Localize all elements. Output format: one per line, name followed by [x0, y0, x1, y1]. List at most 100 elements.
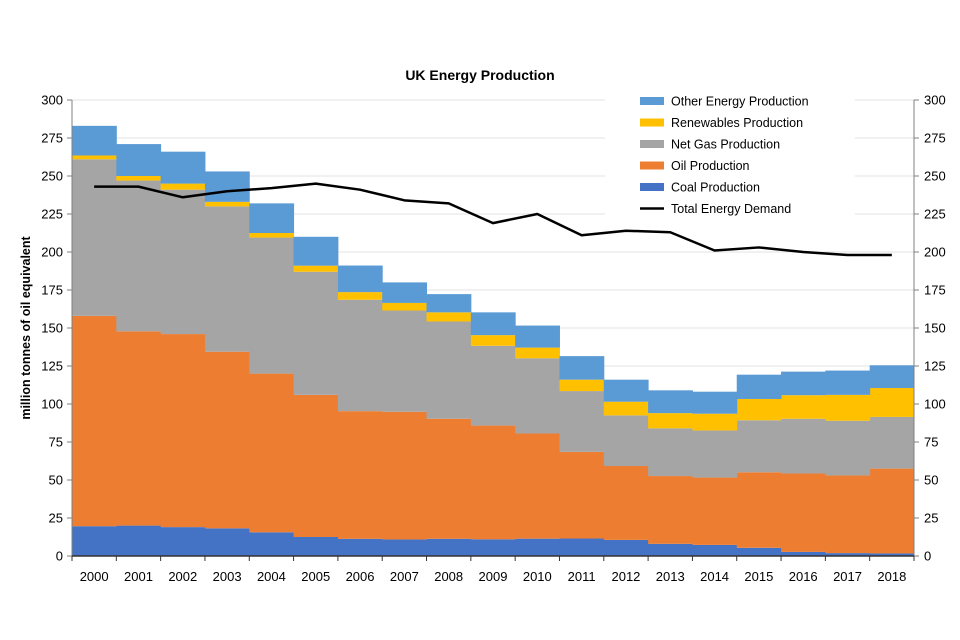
area-segment — [692, 477, 738, 545]
area-segment — [160, 183, 206, 190]
area-segment — [869, 365, 915, 389]
series-net-gas-production — [72, 159, 915, 478]
x-tick-label: 2010 — [523, 569, 552, 584]
y2-tick-label: 225 — [924, 207, 946, 222]
area-segment — [160, 334, 206, 528]
area-segment — [781, 473, 826, 552]
x-tick-label: 2005 — [301, 569, 330, 584]
area-segment — [559, 538, 605, 556]
area-segment — [426, 418, 472, 539]
legend-item: Oil Production — [640, 159, 750, 173]
legend-item: Net Gas Production — [640, 138, 780, 152]
area-segment — [249, 203, 295, 233]
area-segment — [204, 206, 250, 352]
x-tick-label: 2016 — [789, 569, 818, 584]
x-tick-label: 2004 — [257, 569, 286, 584]
y-tick-label: 175 — [41, 283, 63, 298]
area-segment — [337, 265, 383, 293]
area-segment — [293, 236, 339, 266]
area-segment — [781, 418, 826, 474]
legend: Other Energy Production Renewables Produc… — [605, 88, 855, 222]
y-tick-label: 50 — [49, 473, 63, 488]
series-oil-production — [72, 315, 915, 554]
area-segment — [603, 379, 649, 402]
area-segment — [648, 390, 693, 414]
area-segment — [470, 345, 516, 426]
area-segment — [869, 468, 915, 554]
area-segment — [116, 180, 162, 332]
legend-label: Net Gas Production — [671, 138, 780, 152]
area-segment — [426, 321, 472, 419]
y-axis-right-ticks: 0 25 50 75 100 125 150 175 200 225 250 275 300 — [914, 93, 946, 564]
area-segment — [426, 538, 472, 556]
y2-tick-label: 150 — [924, 321, 946, 336]
area-segment — [249, 237, 295, 374]
area-segment — [736, 547, 782, 556]
area-segment — [116, 176, 162, 181]
y-tick-label: 275 — [41, 131, 63, 146]
area-segment — [603, 401, 649, 416]
series-coal-production — [72, 525, 915, 556]
area-segment — [515, 347, 560, 359]
area-segment — [293, 394, 339, 537]
y2-tick-label: 300 — [924, 93, 946, 108]
area-segment — [249, 373, 295, 533]
legend-item: Other Energy Production — [640, 95, 809, 109]
y2-tick-label: 250 — [924, 169, 946, 184]
x-tick-label: 2012 — [611, 569, 640, 584]
area-segment — [293, 537, 339, 556]
x-tick-label: 2007 — [390, 569, 419, 584]
area-segment — [382, 282, 428, 303]
area-segment — [204, 201, 250, 207]
area-segment — [72, 125, 117, 156]
area-segment — [736, 374, 782, 399]
x-axis-ticks: 2000 2001 2002 2003 2004 2005 2006 2007 2008 2009… — [71, 556, 915, 584]
area-segment — [382, 302, 428, 311]
area-segment — [337, 292, 383, 300]
area-segment — [648, 476, 693, 544]
area-segment — [470, 425, 516, 540]
area-segment — [648, 543, 693, 556]
area-segment — [249, 233, 295, 238]
series-renewables-production — [72, 155, 915, 431]
area-segment — [603, 415, 649, 467]
chart-title: UK Energy Production — [405, 67, 554, 83]
area-segment — [382, 539, 428, 556]
x-tick-label: 2014 — [700, 569, 729, 584]
x-tick-label: 2006 — [346, 569, 375, 584]
area-segment — [426, 294, 472, 313]
area-segment — [515, 538, 560, 556]
area-segment — [426, 312, 472, 322]
area-segment — [515, 358, 560, 434]
area-segment — [869, 388, 915, 417]
area-segment — [204, 351, 250, 529]
area-segment — [72, 155, 117, 160]
area-segment — [692, 413, 738, 431]
area-segment — [337, 299, 383, 412]
legend-item: Total Energy Demand — [640, 202, 791, 216]
legend-item: Renewables Production — [640, 116, 803, 130]
area-segment — [470, 335, 516, 346]
legend-swatch — [640, 183, 664, 191]
y2-tick-label: 275 — [924, 131, 946, 146]
x-tick-label: 2000 — [80, 569, 109, 584]
y-tick-label: 25 — [49, 511, 63, 526]
legend-swatch — [640, 140, 664, 148]
legend-swatch — [640, 161, 664, 170]
area-segment — [160, 189, 206, 335]
y-tick-label: 300 — [41, 93, 63, 108]
y2-tick-label: 125 — [924, 359, 946, 374]
area-segment — [72, 159, 117, 316]
area-segment — [825, 475, 871, 554]
area-segment — [204, 171, 250, 202]
legend-background — [605, 88, 855, 222]
y-tick-label: 200 — [41, 245, 63, 260]
x-tick-label: 2009 — [479, 569, 508, 584]
y2-tick-label: 100 — [924, 397, 946, 412]
area-segment — [781, 395, 826, 419]
area-segment — [204, 528, 250, 556]
area-segment — [869, 553, 915, 556]
y-tick-label: 0 — [56, 549, 63, 564]
area-segment — [825, 394, 871, 421]
